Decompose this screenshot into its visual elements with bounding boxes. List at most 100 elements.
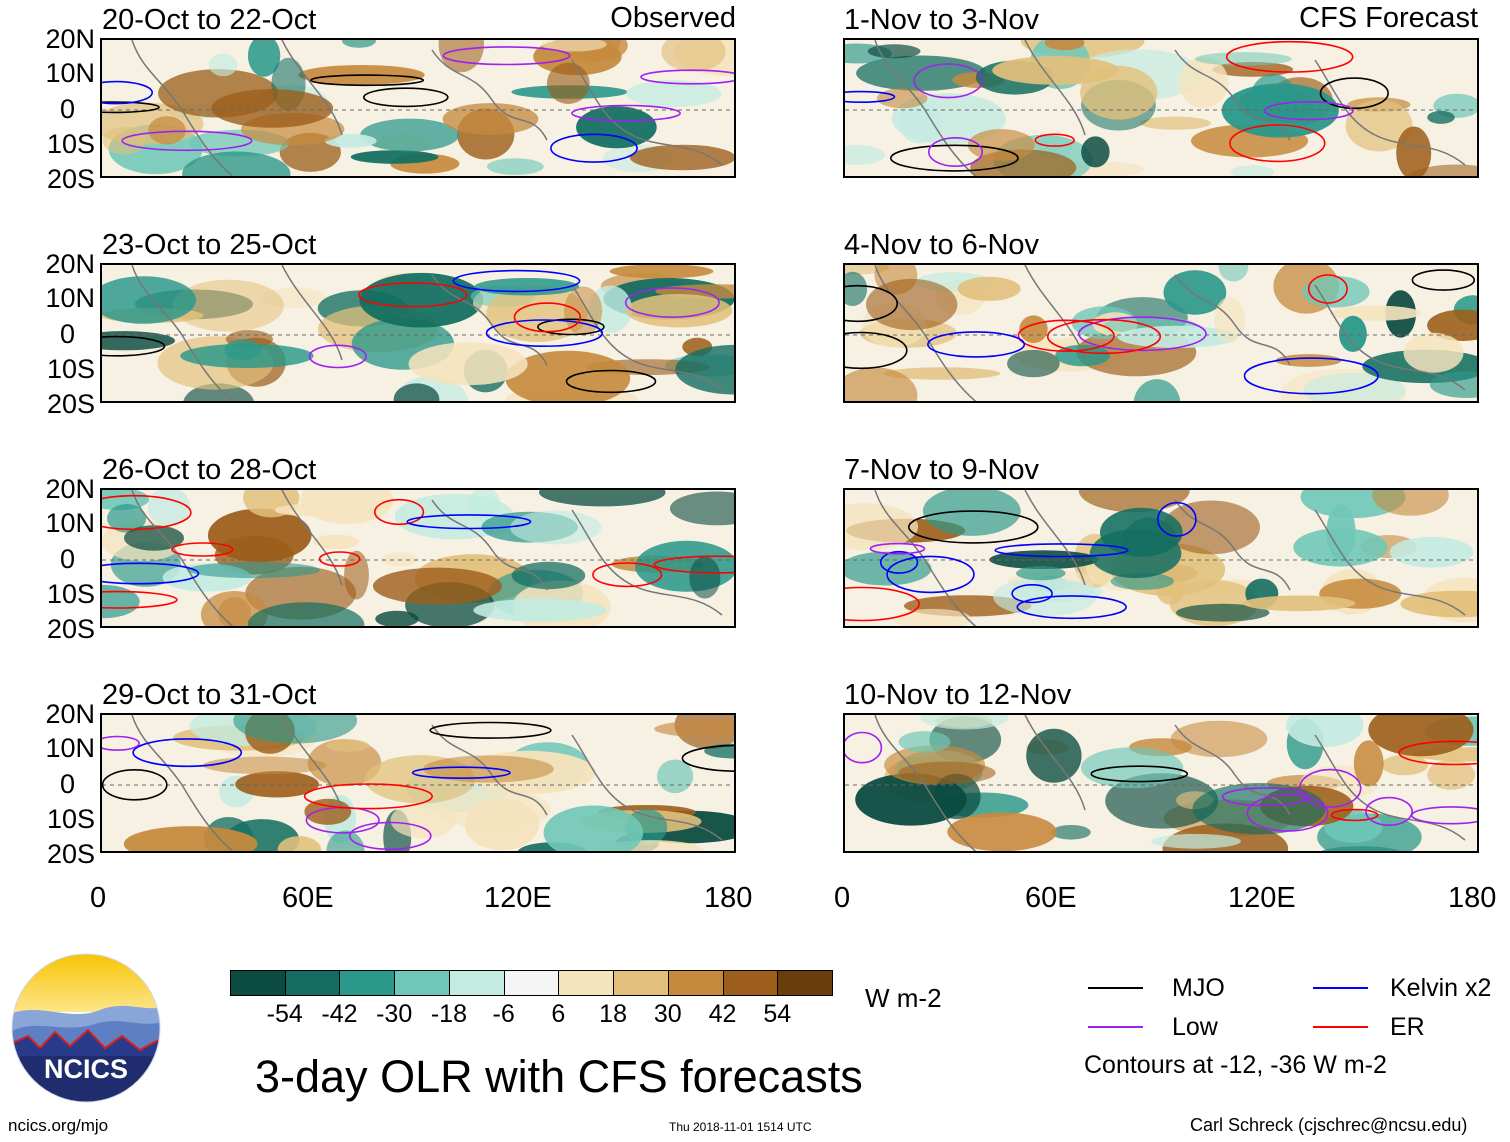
- wave-contour: [348, 821, 432, 851]
- wave-contour: [132, 738, 243, 768]
- observed-label: Observed: [610, 2, 736, 34]
- olr-anomaly-blob: [898, 761, 996, 784]
- wave-contour: [1330, 808, 1379, 822]
- lat-label: 20S: [46, 839, 95, 869]
- olr-anomaly-blob: [1427, 759, 1476, 790]
- lat-label: 10S: [46, 354, 95, 384]
- wave-contour: [537, 318, 605, 336]
- olr-anomaly-blob: [1178, 57, 1229, 108]
- lat-label: 20S: [46, 614, 95, 644]
- wave-contour: [565, 369, 657, 394]
- olr-anomaly-blob: [350, 150, 439, 164]
- olr-anomaly-blob: [609, 265, 714, 279]
- wave-contour: [121, 130, 253, 152]
- olr-anomaly-blob: [1044, 40, 1085, 51]
- lon-label: 0: [834, 882, 851, 914]
- lat-label: 10N: [45, 58, 95, 88]
- olr-anomaly-blob: [1078, 490, 1190, 513]
- lat-label: 10N: [45, 733, 95, 763]
- map-panel-observed-1: [100, 38, 736, 178]
- colorbar-tick-label: 30: [653, 1000, 682, 1028]
- panel-title-right-1: 1-Nov to 3-Nov: [844, 4, 1040, 36]
- wave-contour: [1229, 124, 1326, 163]
- olr-anomaly-blob: [689, 556, 721, 599]
- olr-anomaly-blob: [539, 490, 666, 507]
- olr-anomaly-blob: [148, 116, 186, 145]
- legend-label-low: Low: [1172, 1013, 1218, 1041]
- wave-contour: [1411, 269, 1475, 291]
- wave-contour: [1011, 583, 1053, 604]
- olr-anomaly-blob: [510, 510, 602, 545]
- olr-anomaly-blob: [1275, 354, 1342, 367]
- wave-contour: [845, 90, 896, 103]
- olr-anomaly-blob: [468, 490, 501, 522]
- lat-label: 20N: [45, 24, 95, 54]
- wave-contour: [927, 331, 1026, 358]
- lat-label: 10S: [46, 579, 95, 609]
- olr-anomaly-blob: [1081, 136, 1110, 168]
- olr-anomaly-blob: [124, 525, 184, 551]
- wave-contour: [1319, 77, 1389, 110]
- olr-anomaly-blob: [324, 134, 377, 148]
- wave-contour: [550, 133, 638, 163]
- lat-label: 10S: [46, 129, 95, 159]
- wave-contour: [890, 144, 1019, 172]
- colorbar-tick-label: -42: [321, 1000, 358, 1028]
- wave-contour: [429, 721, 552, 739]
- colorbar-swatch: [448, 970, 505, 996]
- legend-label-mjo: MJO: [1172, 974, 1225, 1002]
- lon-label: 180: [704, 882, 753, 914]
- olr-anomaly-blob: [541, 40, 607, 52]
- olr-anomaly-blob: [107, 504, 147, 533]
- olr-anomaly-blob: [211, 89, 334, 128]
- wave-contour: [318, 551, 361, 567]
- coastline: [131, 265, 723, 401]
- olr-anomaly-blob: [845, 271, 868, 306]
- olr-anomaly-blob: [626, 80, 722, 107]
- lon-label: 60E: [1025, 882, 1077, 914]
- olr-anomaly-blob: [675, 344, 734, 395]
- colorbar-tick-label: 6: [551, 1000, 566, 1028]
- wave-contour: [411, 766, 511, 780]
- wave-contour: [406, 514, 532, 530]
- wave-contour: [1243, 357, 1379, 395]
- lat-label: 20S: [46, 164, 95, 194]
- olr-anomaly-blob: [967, 129, 1035, 161]
- colorbar-tick-label: -54: [266, 1000, 303, 1028]
- wave-contour: [374, 498, 425, 526]
- olr-anomaly-blob: [576, 106, 657, 149]
- coastline: [131, 40, 723, 176]
- coastline: [874, 40, 1466, 176]
- olr-anomaly-blob: [247, 602, 365, 626]
- website-link[interactable]: ncics.org/mjo: [8, 1116, 109, 1135]
- olr-anomaly-blob: [474, 278, 580, 296]
- lat-label: 10S: [46, 804, 95, 834]
- legend-label-er: ER: [1390, 1013, 1425, 1041]
- wave-contour: [653, 555, 734, 574]
- colorbar-swatch: [230, 970, 286, 996]
- forecast-label: CFS Forecast: [1299, 2, 1478, 34]
- wave-contour: [879, 550, 919, 574]
- olr-field: [102, 715, 734, 851]
- olr-anomaly-blob: [326, 830, 365, 851]
- olr-field: [102, 490, 734, 626]
- wave-contour: [592, 562, 663, 588]
- lon-label: 120E: [484, 882, 552, 914]
- colorbar-swatch: [558, 970, 615, 996]
- panel-title-left-1: 20-Oct to 22-Oct: [102, 4, 317, 36]
- ncics-logo: NCICS: [11, 953, 161, 1103]
- wave-contour: [308, 344, 367, 369]
- wave-contour: [886, 555, 975, 594]
- olr-anomaly-blob: [883, 367, 1001, 380]
- olr-anomaly-blob: [1321, 846, 1401, 851]
- lon-label: 120E: [1228, 882, 1296, 914]
- wave-contour: [571, 104, 681, 122]
- olr-anomaly-blob: [233, 715, 358, 744]
- olr-field: [102, 40, 734, 176]
- panel-title-left-2: 23-Oct to 25-Oct: [102, 229, 317, 261]
- coastline: [874, 265, 1466, 401]
- olr-anomaly-blob: [1080, 747, 1184, 789]
- credit: Carl Schreck (cjschrec@ncsu.edu): [1190, 1115, 1468, 1135]
- olr-anomaly-blob: [625, 294, 733, 328]
- lat-label: 0: [59, 94, 75, 124]
